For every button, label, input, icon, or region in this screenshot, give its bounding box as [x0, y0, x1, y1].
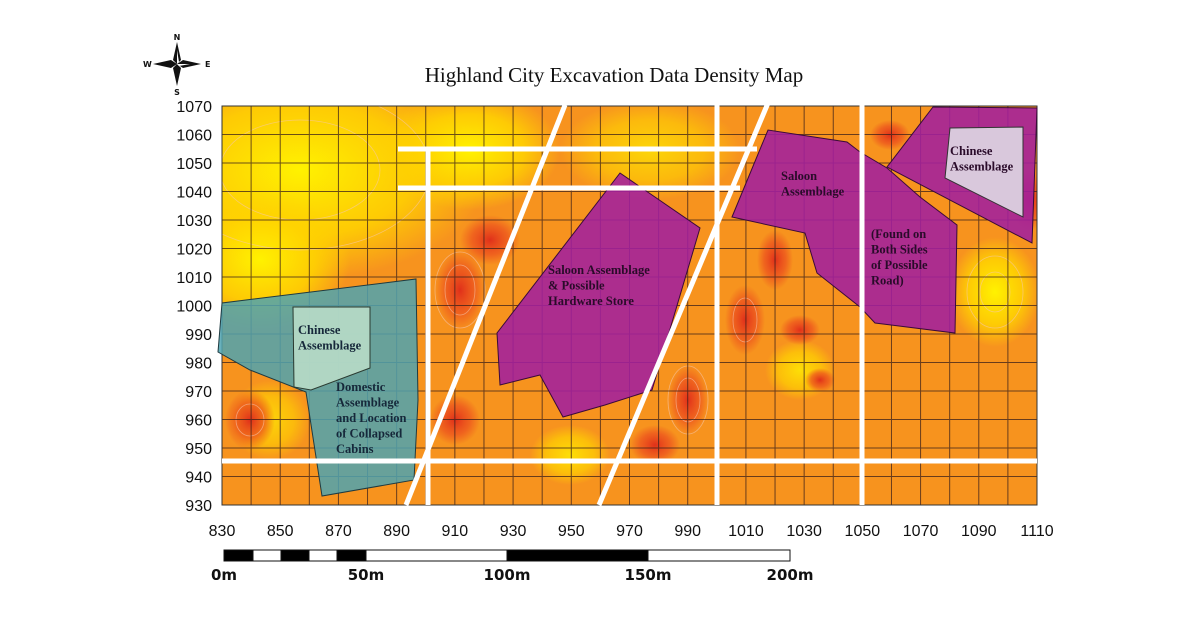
compass-n: N [174, 33, 181, 42]
label-line: Saloon [781, 169, 817, 183]
label-line: Road) [871, 274, 904, 288]
label-line: and Location [336, 411, 407, 425]
x-tick-label: 1110 [1020, 523, 1053, 540]
x-tick-label: 1030 [786, 523, 822, 540]
label-domestic: Domestic Assemblage and Location of Collaps… [336, 380, 407, 456]
y-tick-label: 950 [185, 441, 212, 458]
y-tick-label: 1070 [176, 99, 212, 116]
label-line: & Possible [548, 279, 605, 293]
compass-s: S [174, 88, 180, 97]
label-line: Both Sides [871, 243, 928, 257]
scale-label: 50m [348, 566, 385, 584]
compass-rose-icon: N S E W [143, 33, 210, 97]
x-tick-label: 1070 [903, 523, 939, 540]
label-line: of Possible [871, 258, 928, 272]
label-line: Chinese [950, 144, 993, 158]
area-chinese-west [292, 306, 371, 391]
map-title: Highland City Excavation Data Density Ma… [425, 63, 804, 87]
area-saloon-center [496, 172, 701, 418]
label-saloon-east: Saloon Assemblage [781, 169, 845, 199]
area-saloon-east [731, 129, 958, 334]
label-chinese-east: Chinese Assemblage [950, 144, 1014, 174]
label-chinese-west: Chinese Assemblage [298, 323, 362, 353]
label-line: (Found on [871, 227, 926, 241]
x-tick-label: 850 [267, 523, 294, 540]
y-tick-label: 1010 [176, 270, 212, 287]
scale-label: 150m [625, 566, 672, 584]
label-line: Assemblage [781, 185, 845, 199]
label-line: of Collapsed [336, 427, 402, 441]
x-tick-label: 970 [616, 523, 643, 540]
label-line: Assemblage [298, 339, 362, 353]
x-tick-label: 870 [325, 523, 352, 540]
label-line: Saloon Assemblage [548, 263, 650, 277]
y-tick-label: 940 [185, 470, 212, 487]
scale-label: 0m [211, 566, 237, 584]
x-tick-label: 950 [558, 523, 585, 540]
y-tick-label: 980 [185, 356, 212, 373]
y-tick-label: 930 [185, 498, 212, 515]
y-tick-label: 1000 [176, 299, 212, 316]
y-tick-label: 1040 [176, 185, 212, 202]
scale-label: 100m [484, 566, 531, 584]
scale-bar [223, 549, 791, 562]
x-tick-label: 990 [674, 523, 701, 540]
scale-label: 200m [767, 566, 814, 584]
x-tick-label: 890 [383, 523, 410, 540]
label-line: Cabins [336, 442, 374, 456]
y-tick-label: 1020 [176, 242, 212, 259]
compass-w: W [143, 60, 152, 69]
label-line: Domestic [336, 380, 386, 394]
area-chinese-east [944, 126, 1024, 218]
possible-roads [222, 95, 1037, 506]
x-tick-label: 910 [442, 523, 469, 540]
y-tick-label: 1060 [176, 128, 212, 145]
y-tick-label: 990 [185, 327, 212, 344]
x-tick-label: 930 [500, 523, 527, 540]
label-saloon-center: Saloon Assemblage & Possible Hardware Stor… [548, 263, 650, 308]
y-tick-label: 1050 [176, 156, 212, 173]
y-tick-label: 970 [185, 384, 212, 401]
label-line: Assemblage [336, 396, 400, 410]
label-saloon-east-note: (Found on Both Sides of Possible Road) [871, 227, 928, 288]
x-tick-label: 1010 [728, 523, 764, 540]
y-tick-label: 960 [185, 413, 212, 430]
y-tick-label: 1030 [176, 213, 212, 230]
label-line: Assemblage [950, 160, 1014, 174]
x-tick-label: 1090 [961, 523, 997, 540]
compass-e: E [205, 60, 210, 69]
label-line: Hardware Store [548, 294, 634, 308]
x-tick-label: 1050 [845, 523, 881, 540]
x-tick-label: 830 [209, 523, 236, 540]
label-line: Chinese [298, 323, 341, 337]
